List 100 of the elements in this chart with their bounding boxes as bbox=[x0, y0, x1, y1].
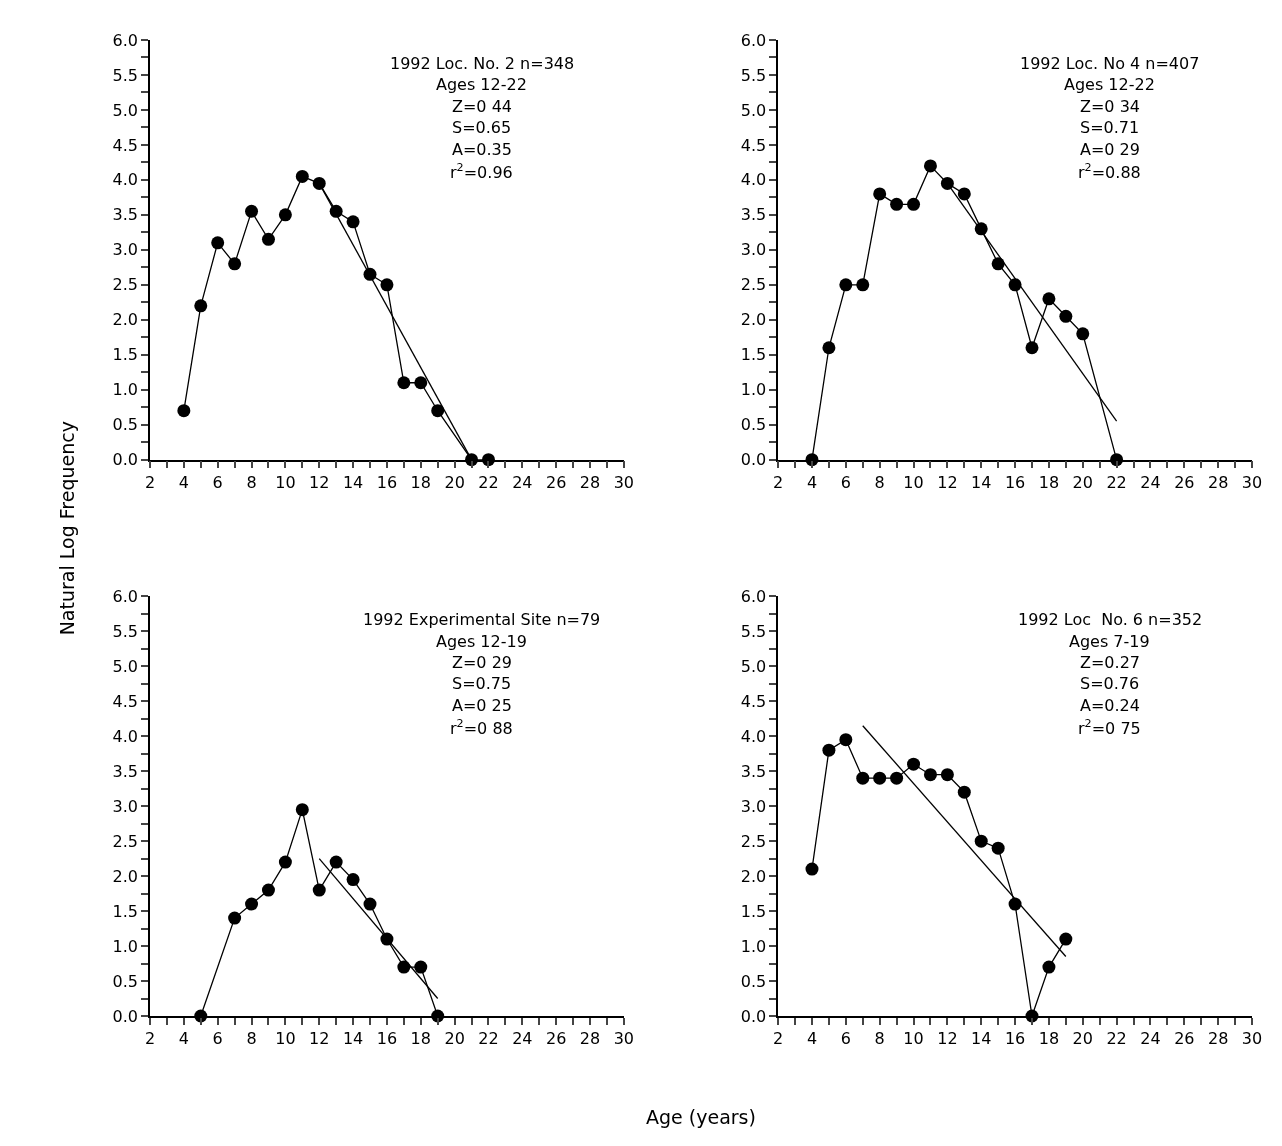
y-tick-label: 5.5 bbox=[112, 621, 139, 641]
x-tick-label: 6 bbox=[840, 1028, 851, 1048]
x-tick-label: 8 bbox=[874, 1028, 885, 1048]
y-tick-label: 4.5 bbox=[740, 135, 767, 155]
x-tick-label: 2 bbox=[144, 472, 156, 492]
x-tick-label: 30 bbox=[1241, 1028, 1263, 1048]
x-tick-label: 6 bbox=[212, 1028, 223, 1048]
x-tick-label: 2 bbox=[773, 472, 784, 492]
y-tick-label: 6.0 bbox=[740, 586, 767, 606]
y-tick-label: 1.0 bbox=[112, 936, 139, 956]
x-tick-label: 10 bbox=[903, 1028, 924, 1048]
x-tick-label: 8 bbox=[246, 1028, 257, 1048]
y-tick-label: 3.5 bbox=[112, 205, 139, 225]
y-tick-label: 2.0 bbox=[740, 310, 767, 330]
x-tick-label: 8 bbox=[874, 472, 885, 492]
annotation: A=0 29 bbox=[1080, 140, 1140, 159]
x-tick-label: 14 bbox=[342, 472, 364, 492]
y-tick-label: 4.5 bbox=[112, 135, 139, 155]
x-tick-label: 4 bbox=[178, 472, 189, 492]
y-axis-title: Natural Log Frequency bbox=[56, 421, 79, 636]
x-tick-label: 12 bbox=[309, 1028, 330, 1048]
x-tick-label: 18 bbox=[1038, 1028, 1060, 1048]
x-tick-label: 20 bbox=[1072, 472, 1093, 492]
y-tick-label: 0.5 bbox=[740, 971, 767, 991]
y-tick-label: 4.5 bbox=[112, 691, 139, 711]
x-tick-label: 20 bbox=[444, 472, 465, 492]
x-tick-label: 20 bbox=[444, 1028, 465, 1048]
annotation: 1992 Loc. No. 2 n=348 bbox=[390, 54, 575, 73]
y-tick-label: 2.0 bbox=[112, 866, 139, 886]
x-tick-label: 28 bbox=[1207, 1028, 1229, 1048]
x-tick-label: 30 bbox=[613, 1028, 635, 1048]
y-tick-label: 0.0 bbox=[112, 450, 139, 470]
y-tick-label: 4.0 bbox=[112, 170, 139, 190]
annotation: r$^{2}$=0.88 bbox=[1078, 161, 1141, 182]
x-tick-label: 24 bbox=[1140, 1028, 1161, 1048]
y-tick-label: 2.0 bbox=[112, 310, 139, 330]
x-tick-label: 18 bbox=[1038, 472, 1060, 492]
x-tick-label: 16 bbox=[376, 1028, 398, 1048]
x-tick-label: 10 bbox=[275, 472, 296, 492]
x-tick-label: 30 bbox=[1241, 472, 1263, 492]
annotation: r$^{2}$=0 75 bbox=[1078, 717, 1141, 738]
x-tick-label: 10 bbox=[275, 1028, 296, 1048]
annotation: S=0.75 bbox=[452, 674, 512, 693]
y-tick-label: 1.5 bbox=[112, 345, 139, 365]
x-tick-label: 4 bbox=[806, 472, 818, 492]
x-tick-label: 28 bbox=[579, 472, 601, 492]
x-tick-label: 20 bbox=[1072, 1028, 1093, 1048]
x-tick-label: 4 bbox=[806, 1028, 818, 1048]
x-tick-label: 24 bbox=[512, 472, 533, 492]
x-tick-label: 28 bbox=[579, 1028, 601, 1048]
annotation: 1992 Loc No. 6 n=352 bbox=[1018, 610, 1203, 629]
x-tick-label: 12 bbox=[937, 1028, 958, 1048]
y-tick-label: 3.5 bbox=[112, 761, 139, 781]
y-tick-label: 1.0 bbox=[740, 380, 767, 400]
x-tick-label: 16 bbox=[376, 472, 398, 492]
y-tick-label: 6.0 bbox=[740, 30, 767, 50]
annotation: A=0.35 bbox=[452, 140, 512, 159]
annotation: Ages 7-19 bbox=[1069, 632, 1150, 651]
y-tick-label: 0.5 bbox=[112, 415, 139, 435]
y-tick-label: 6.0 bbox=[112, 30, 139, 50]
x-tick-label: 16 bbox=[1004, 1028, 1026, 1048]
x-tick-label: 12 bbox=[309, 472, 330, 492]
y-tick-label: 5.0 bbox=[112, 656, 139, 676]
x-tick-label: 26 bbox=[1174, 472, 1195, 492]
x-tick-label: 14 bbox=[971, 1028, 992, 1048]
annotation: 1992 Experimental Site n=79 bbox=[363, 610, 601, 629]
x-tick-label: 4 bbox=[178, 1028, 189, 1048]
x-tick-label: 2 bbox=[773, 1028, 784, 1048]
x-tick-label: 22 bbox=[478, 472, 499, 492]
y-tick-label: 5.0 bbox=[740, 100, 767, 120]
y-tick-label: 3.0 bbox=[112, 240, 139, 260]
x-tick-label: 18 bbox=[410, 1028, 431, 1048]
y-tick-label: 5.5 bbox=[112, 65, 139, 85]
y-tick-label: 4.0 bbox=[740, 170, 767, 190]
annotation: Z=0 34 bbox=[1080, 97, 1140, 116]
y-tick-label: 2.5 bbox=[112, 831, 139, 851]
x-tick-label: 22 bbox=[478, 1028, 499, 1048]
annotation: S=0.71 bbox=[1080, 118, 1140, 137]
y-tick-label: 4.0 bbox=[112, 726, 139, 746]
y-tick-label: 2.5 bbox=[740, 275, 767, 295]
annotation: Z=0.27 bbox=[1080, 653, 1140, 672]
x-tick-label: 24 bbox=[1140, 472, 1161, 492]
x-axis-title: Age (years) bbox=[646, 1106, 756, 1128]
y-tick-label: 4.0 bbox=[740, 726, 767, 746]
x-tick-label: 22 bbox=[1106, 472, 1127, 492]
x-tick-label: 8 bbox=[246, 472, 257, 492]
annotation: A=0 25 bbox=[452, 696, 512, 715]
x-tick-label: 6 bbox=[212, 472, 223, 492]
x-tick-label: 26 bbox=[1174, 1028, 1195, 1048]
x-tick-label: 26 bbox=[545, 472, 567, 492]
y-tick-label: 2.5 bbox=[112, 275, 139, 295]
x-tick-label: 26 bbox=[545, 1028, 567, 1048]
y-tick-label: 1.5 bbox=[740, 345, 767, 365]
y-tick-label: 6.0 bbox=[112, 586, 139, 606]
y-tick-label: 1.5 bbox=[740, 901, 767, 921]
x-tick-label: 18 bbox=[410, 472, 431, 492]
y-tick-label: 5.5 bbox=[740, 65, 767, 85]
y-tick-label: 0.5 bbox=[112, 971, 139, 991]
x-tick-label: 28 bbox=[1207, 472, 1229, 492]
annotation: Ages 12-19 bbox=[436, 632, 527, 651]
